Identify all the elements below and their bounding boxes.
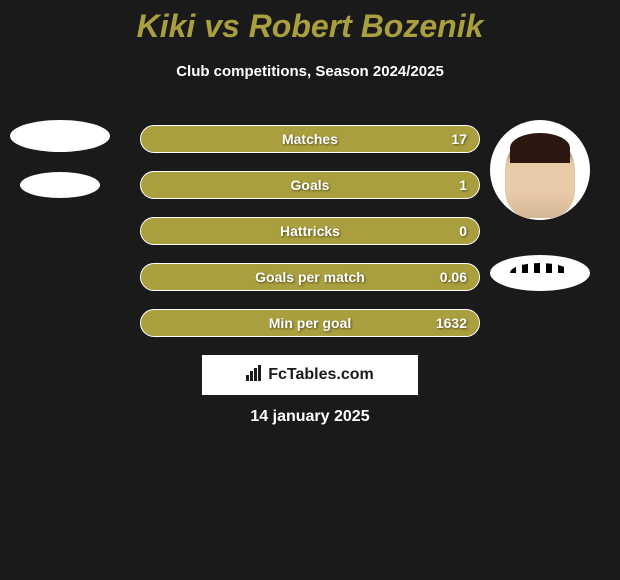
stat-label: Hattricks — [280, 223, 340, 239]
stat-value: 1 — [459, 177, 467, 193]
comparison-title: Kiki vs Robert Bozenik — [0, 0, 620, 45]
player-left-panel — [10, 120, 110, 198]
stat-label: Goals per match — [255, 269, 365, 285]
title-vs: vs — [204, 8, 240, 44]
logo-box: FcTables.com — [202, 355, 418, 395]
date-text: 14 january 2025 — [0, 408, 620, 426]
stat-label: Matches — [282, 131, 338, 147]
stat-row-goals: Goals 1 — [140, 171, 480, 199]
stat-value: 17 — [451, 131, 467, 147]
player2-team-badge — [490, 255, 590, 291]
stat-label: Goals — [291, 177, 330, 193]
player2-avatar — [490, 120, 590, 220]
logo-text: FcTables.com — [268, 366, 374, 384]
stat-row-hattricks: Hattricks 0 — [140, 217, 480, 245]
player2-name: Robert Bozenik — [249, 8, 484, 44]
stat-value: 1632 — [436, 315, 467, 331]
stat-row-gpm: Goals per match 0.06 — [140, 263, 480, 291]
avatar-hair — [510, 133, 570, 163]
player1-avatar — [10, 120, 110, 152]
stat-label: Min per goal — [269, 315, 351, 331]
checker-pattern — [510, 263, 570, 283]
stat-value: 0.06 — [440, 269, 467, 285]
avatar-face — [505, 138, 575, 218]
subtitle: Club competitions, Season 2024/2025 — [0, 63, 620, 80]
chart-icon — [246, 365, 264, 386]
stat-value: 0 — [459, 223, 467, 239]
player-right-panel — [490, 120, 590, 291]
stats-container: Matches 17 Goals 1 Hattricks 0 Goals per… — [140, 125, 480, 355]
player1-team-badge — [20, 172, 100, 198]
stat-row-matches: Matches 17 — [140, 125, 480, 153]
player1-name: Kiki — [137, 8, 196, 44]
stat-row-mpg: Min per goal 1632 — [140, 309, 480, 337]
